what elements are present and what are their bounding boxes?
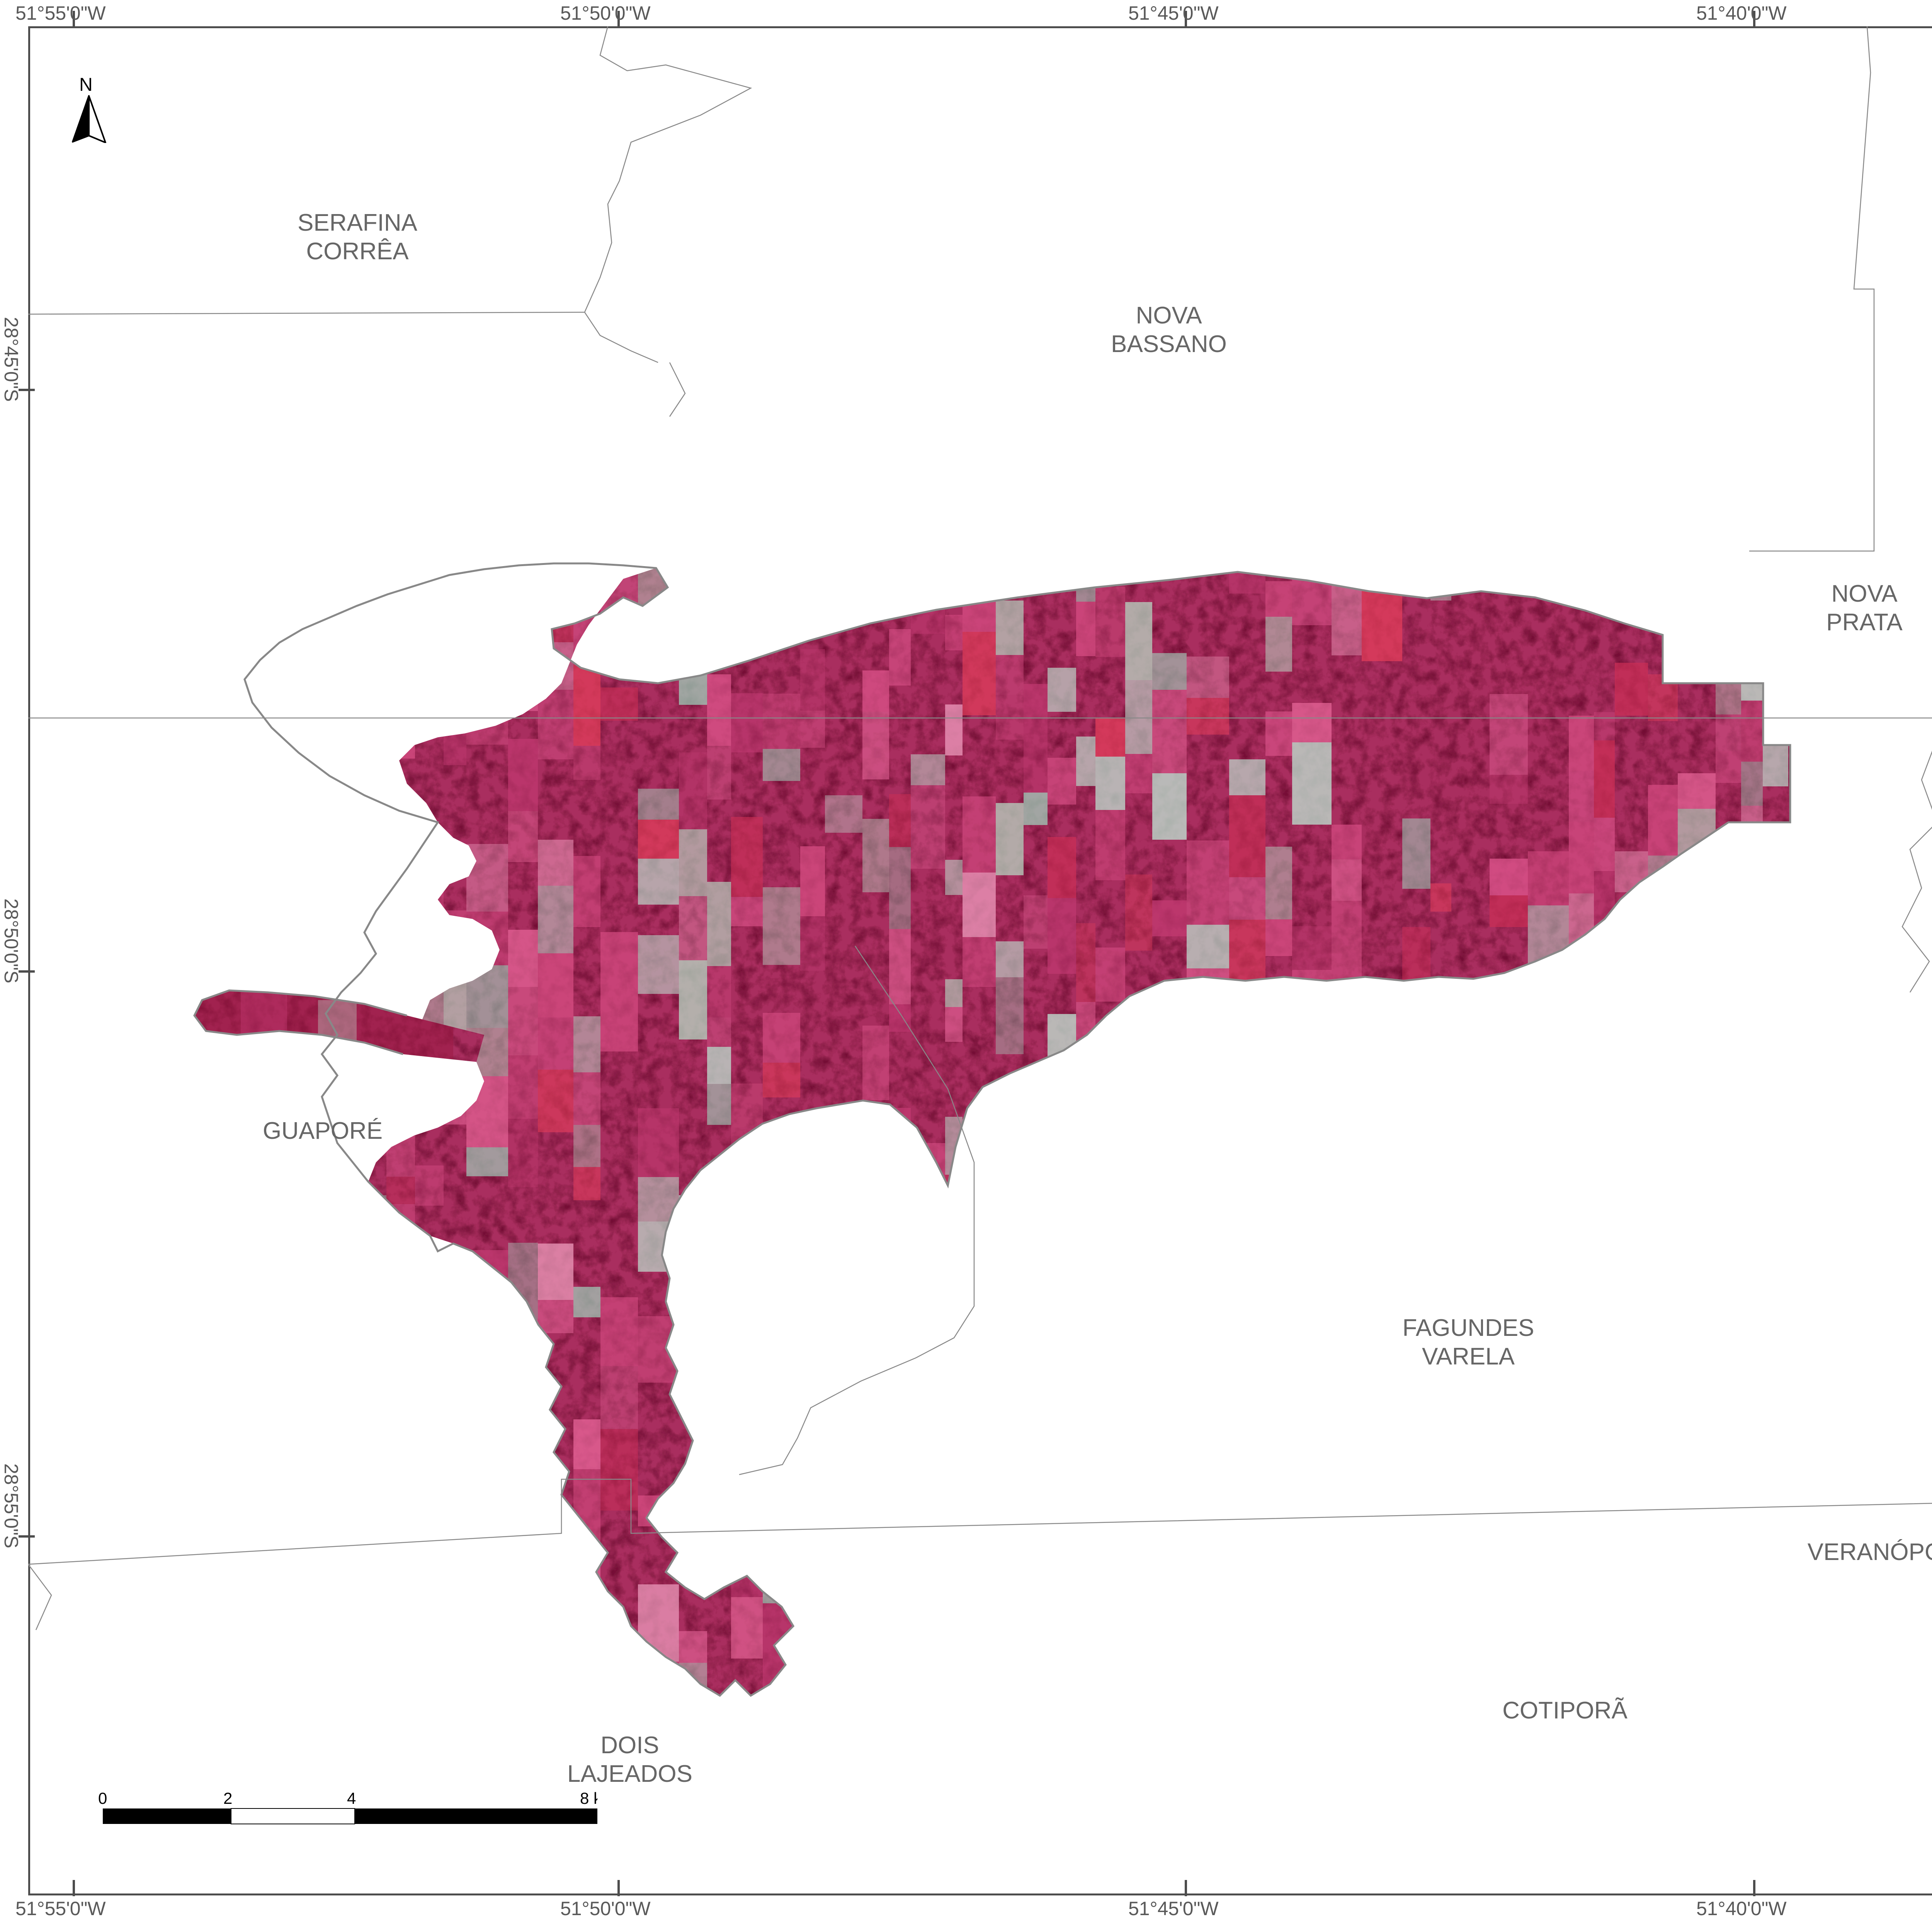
svg-text:4: 4 (347, 1789, 356, 1807)
svg-text:2: 2 (223, 1789, 232, 1807)
svg-text:8 km: 8 km (580, 1789, 597, 1807)
svg-text:0: 0 (98, 1789, 107, 1807)
